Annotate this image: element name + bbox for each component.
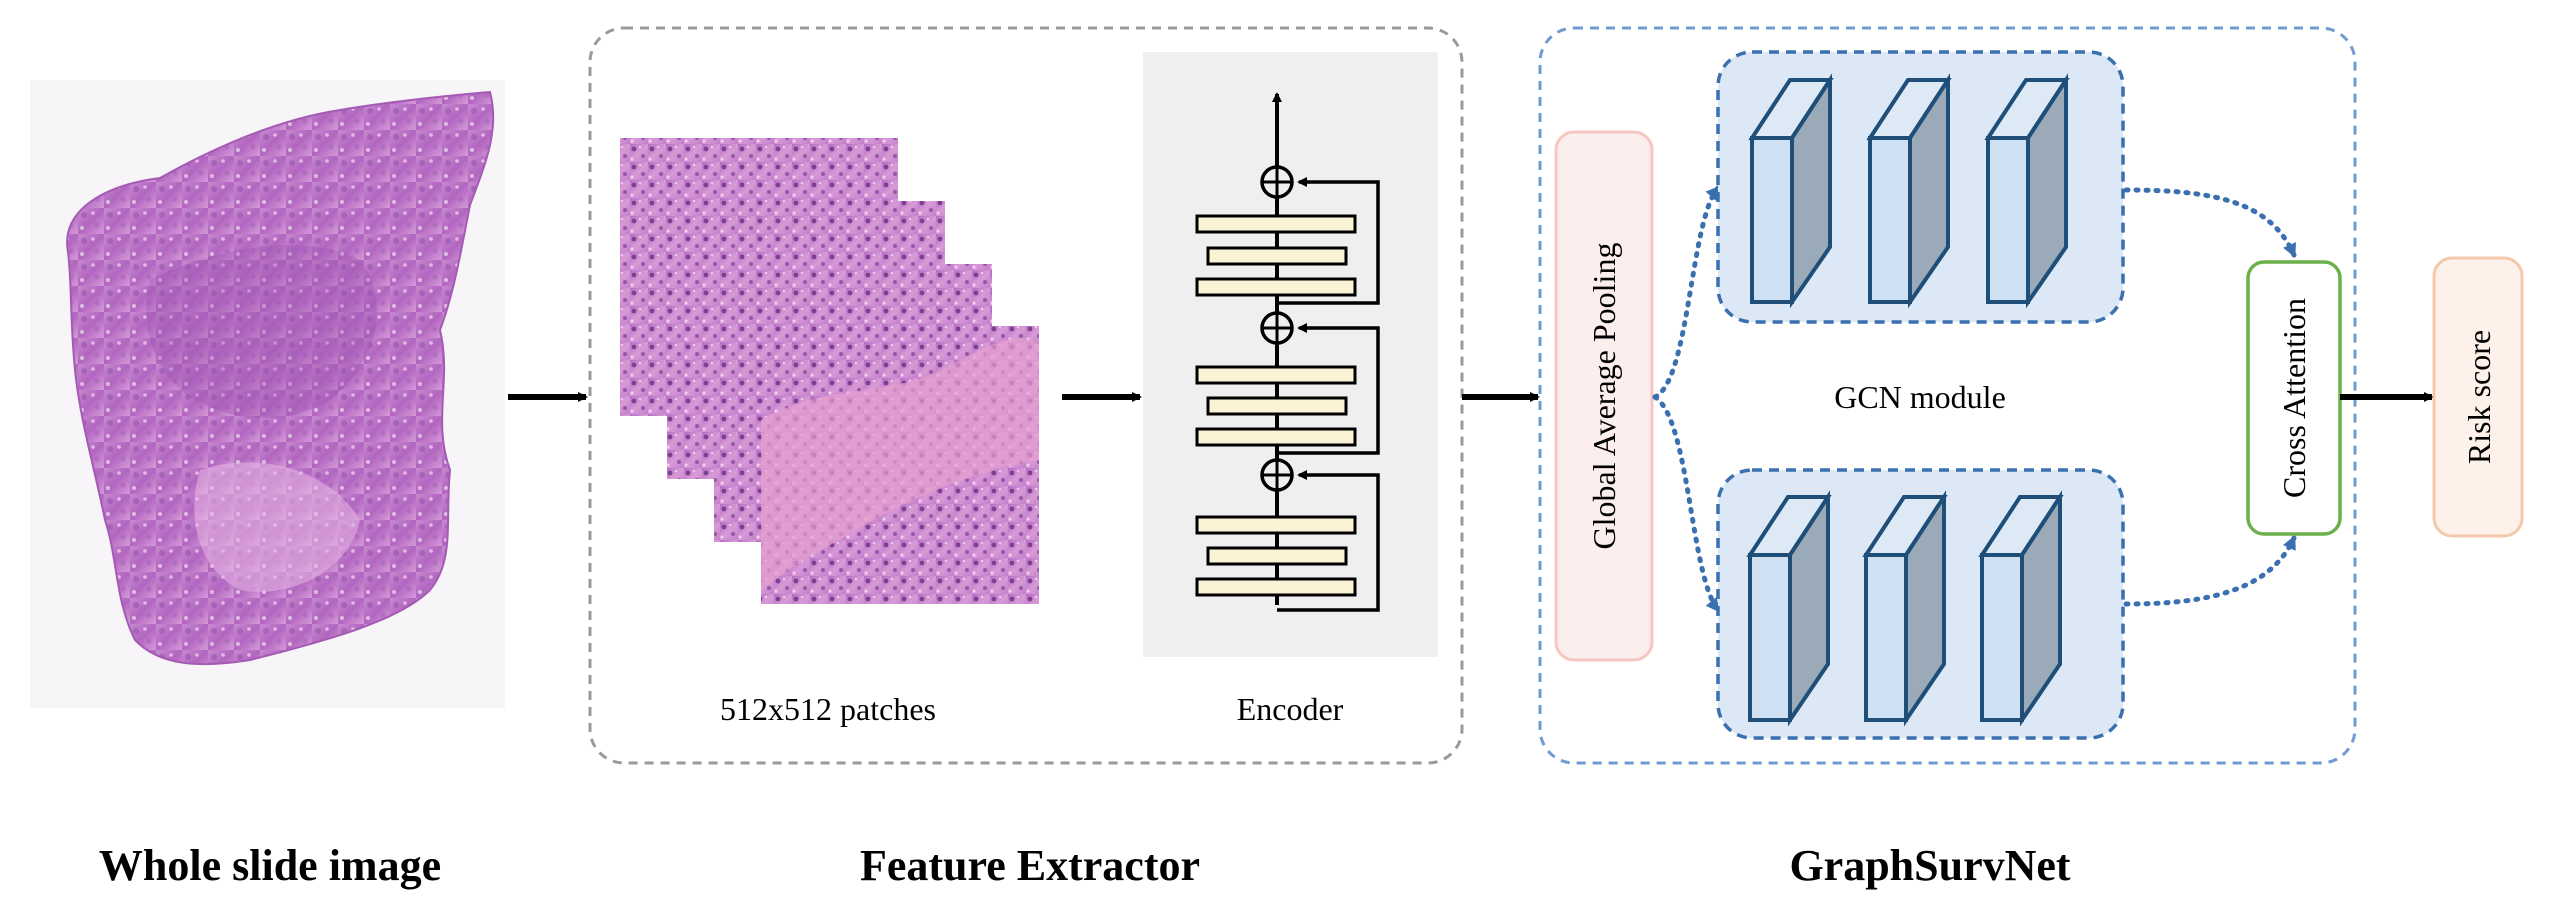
encoder-layer-bar — [1195, 365, 1357, 385]
gcn-to-attention-arrow-bottom — [2123, 535, 2297, 607]
branch-arrow-bottom — [1652, 394, 1721, 613]
encoder-label: Encoder — [1237, 691, 1344, 727]
encoder-layer-bar — [1206, 396, 1348, 416]
gcn-module-label: GCN module — [1834, 379, 2006, 415]
risk-score-panel: Risk score — [2432, 256, 2524, 538]
global-average-pooling-label: Global Average Pooling — [1586, 243, 1622, 550]
graphsurvnet-caption: GraphSurvNet — [1789, 841, 2070, 890]
encoder-layer-bar — [1195, 577, 1357, 597]
patches-label: 512x512 patches — [720, 691, 936, 727]
feature-extractor-caption: Feature Extractor — [860, 841, 1200, 890]
encoder-layer-bar — [1195, 277, 1357, 297]
gcn-to-attention-arrow-top — [2123, 187, 2297, 258]
graphsurvnet-frame — [1538, 26, 2357, 765]
wsi-caption: Whole slide image — [99, 841, 441, 890]
feature-extractor-panel: 512x512 patches — [588, 26, 1464, 890]
gcn-branch-top — [1716, 50, 2125, 324]
residual-connection — [1277, 470, 1380, 612]
encoder-layer-bar — [1195, 214, 1357, 234]
patch-stroma — [761, 337, 1039, 590]
gcn-layer-block — [1748, 73, 1834, 309]
patch-stack — [620, 138, 1039, 604]
encoder-background — [1143, 52, 1438, 657]
add-node-icon — [1260, 311, 1294, 345]
add-node-icon — [1260, 458, 1294, 492]
gcn-layer-block — [1866, 73, 1952, 309]
gcn-layer-block — [1978, 490, 2064, 727]
residual-connection — [1277, 323, 1380, 455]
wsi-tissue — [66, 90, 495, 666]
add-node-icon — [1260, 165, 1294, 199]
whole-slide-panel: Whole slide image — [30, 80, 505, 890]
cross-attention-label: Cross Attention — [2276, 298, 2312, 498]
gcn-layer-block — [1862, 490, 1948, 727]
graphsurvnet-panel: Global Average Pooling GCN module — [1538, 26, 2357, 890]
encoder-layer-bar — [1206, 546, 1348, 566]
residual-connection — [1277, 177, 1380, 305]
risk-score-label: Risk score — [2461, 330, 2497, 464]
gcn-layer-block — [1984, 73, 2070, 309]
encoder-layer-bar — [1206, 246, 1348, 266]
wsi-tissue-dark-region — [146, 245, 377, 419]
branch-arrow-top — [1652, 185, 1721, 400]
gcn-branch-bottom — [1716, 468, 2125, 740]
encoder-block — [1143, 52, 1438, 657]
encoder-layer-bar — [1195, 427, 1357, 447]
wsi-tissue-light-region — [194, 462, 360, 592]
gcn-layer-block — [1746, 490, 1832, 727]
global-average-pooling-box — [1554, 130, 1654, 662]
encoder-layer-bar — [1195, 515, 1357, 535]
risk-score-box — [2432, 256, 2524, 538]
